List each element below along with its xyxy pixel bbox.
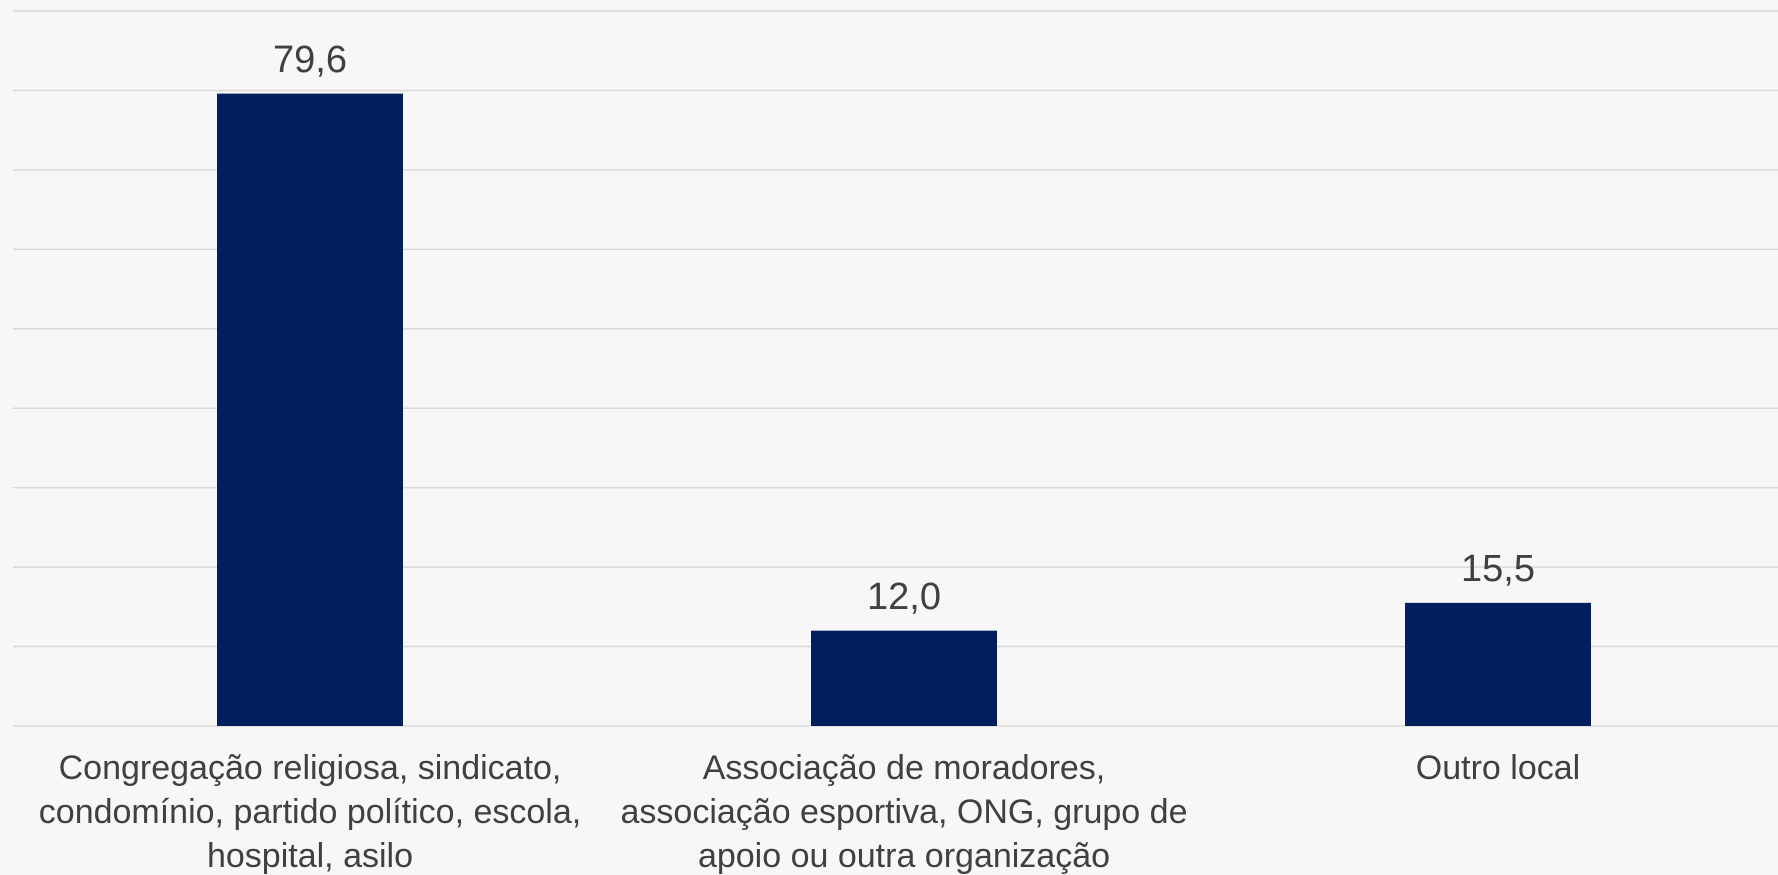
bar xyxy=(1405,602,1591,726)
x-tick-label: Outro local xyxy=(1415,749,1581,787)
data-label: 15,5 xyxy=(1461,547,1535,590)
data-label: 79,6 xyxy=(273,38,347,81)
x-tick-label: Associação de moradores, associação espo… xyxy=(620,749,1188,875)
bar xyxy=(811,630,997,726)
data-label: 12,0 xyxy=(867,575,941,618)
bar xyxy=(217,93,403,727)
x-tick-label: Congregação religiosa, sindicato, condom… xyxy=(38,749,582,875)
